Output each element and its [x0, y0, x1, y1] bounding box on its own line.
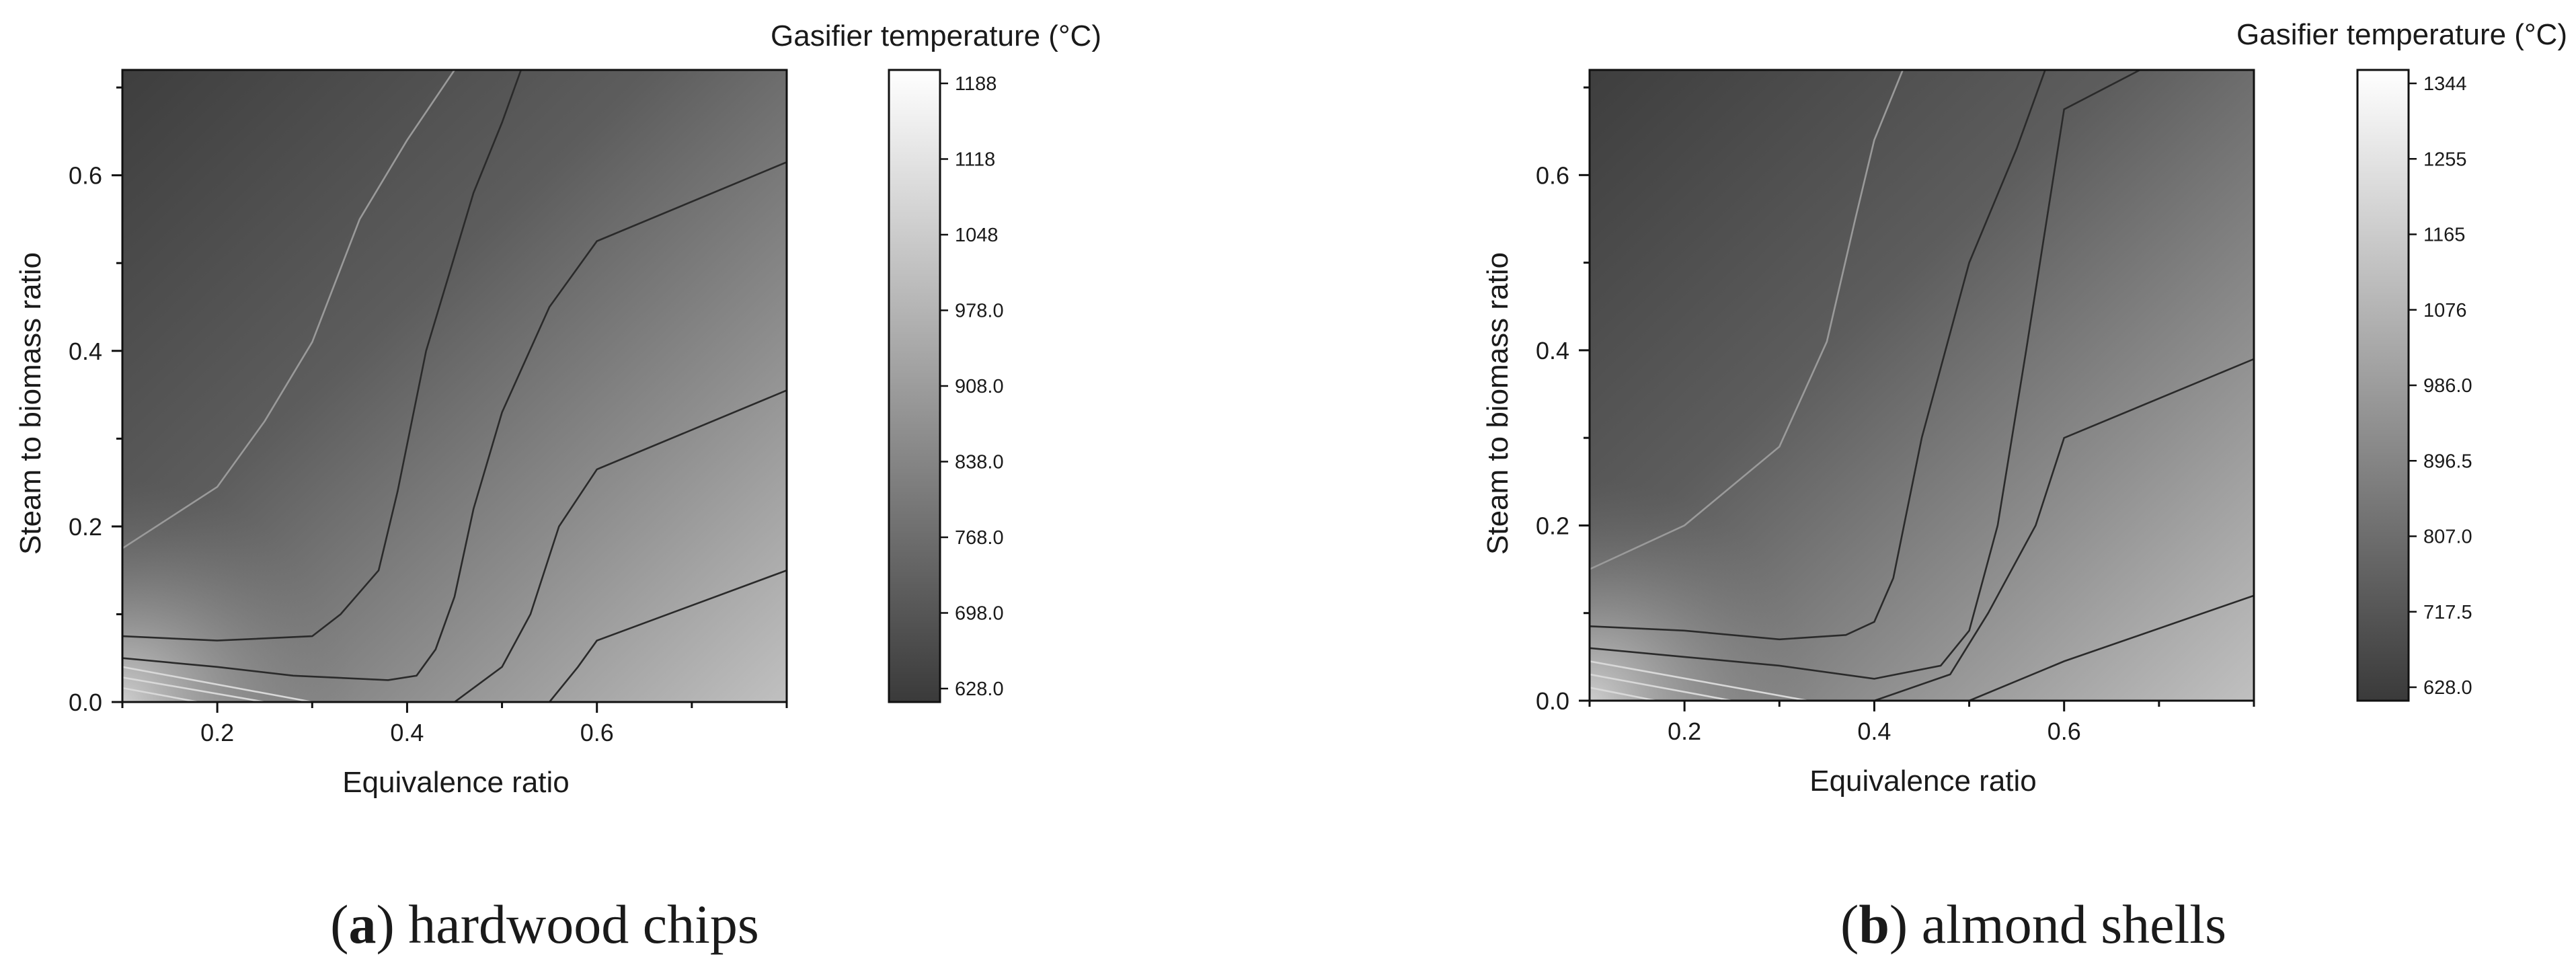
panel-a-colorbar-tick-label: 628.0 — [955, 678, 1004, 700]
panel-a-contour-lines — [122, 70, 787, 702]
panel-a-y-tick-label: 0.2 — [69, 513, 102, 541]
panel-a-colorbar-tick-label: 1118 — [955, 149, 995, 171]
panel-a-contour-line — [122, 666, 313, 702]
panel-a-caption: (a) hardwood chips — [330, 894, 759, 955]
panel-b-colorbar-tick-label: 1344 — [2423, 73, 2467, 95]
panel-b-contour-line — [1969, 594, 2254, 701]
panel-a-plot-area — [122, 70, 787, 702]
panel-b-contour-line — [1590, 687, 1657, 701]
panel-b-x-tick-label: 0.4 — [1857, 717, 1891, 745]
panel-b-y-tick-label: 0.6 — [1536, 161, 1569, 189]
panel-b-plot-frame — [1588, 69, 2255, 702]
panel-b-x-tick-label: 0.2 — [1668, 717, 1701, 745]
panel-b-colorbar-tick-label: 896.5 — [2423, 451, 2472, 472]
panel-b-colorbar-gradient — [2356, 69, 2410, 702]
panel-b-contour-line — [1590, 70, 1904, 570]
panel-b-y-tick-label: 0.4 — [1536, 337, 1569, 364]
panel-b-colorbar: 628.0 717.5 807.0 896.5 986.0 1076 1165 1255 134… — [2356, 69, 2472, 702]
panel-a-x-tick-label: 0.6 — [580, 719, 614, 746]
panel-b-caption: (b) almond shells — [1840, 894, 2226, 955]
panel-b-contour-lines — [1590, 70, 2254, 701]
panel-b-colorbar-tick-label: 1165 — [2423, 225, 2465, 246]
panel-a-colorbar-tick-label: 1048 — [955, 225, 999, 246]
panel-b-plot-area — [1590, 70, 2254, 701]
panel-a-colorbar-tick-label: 908.0 — [955, 376, 1004, 397]
panel-a-axes: 0.2 0.4 0.6 0.0 0.2 0.4 0.6 — [69, 69, 788, 746]
panel-b-field-highlight — [1590, 70, 2254, 701]
panel-a-caption-text: hardwood chips — [408, 894, 759, 955]
panel-b-colorbar-tick-label: 628.0 — [2423, 677, 2472, 699]
panel-b-colorbar-tick-label: 986.0 — [2423, 375, 2472, 397]
panel-b-x-tick-label: 0.6 — [2047, 717, 2081, 745]
panel-b-caption-text: almond shells — [1922, 894, 2226, 955]
panel-a-contour-line — [122, 70, 456, 549]
panel-b-contour-line — [1590, 70, 2046, 641]
panel-a-colorbar-title: Gasifier temperature (°C) — [771, 20, 1101, 52]
panel-a-y-axis-label: Steam to biomass ratio — [14, 252, 47, 555]
panel-a-colorbar: 628.0 698.0 768.0 838.0 908.0 978.0 1048 1118 11… — [888, 69, 1004, 703]
panel-a-contour-line — [122, 676, 265, 702]
panel-b-contour-line — [1590, 70, 2141, 680]
panel-a-colorbar-tick-label: 698.0 — [955, 603, 1004, 625]
panel-a-plot-frame — [121, 69, 788, 703]
panel-b-x-axis-label: Equivalence ratio — [1809, 765, 2037, 798]
panel-b-axes: 0.2 0.4 0.6 0.0 0.2 0.4 0.6 — [1536, 69, 2255, 745]
panel-b-y-axis-label: Steam to biomass ratio — [1481, 252, 1514, 555]
panel-b-y-tick-label: 0.0 — [1536, 687, 1569, 715]
panel-a-contour-line — [122, 687, 199, 702]
panel-a-x-axis-label: Equivalence ratio — [342, 766, 570, 799]
panel-a-colorbar-tick-label: 978.0 — [955, 301, 1004, 322]
panel-a-x-tick-label: 0.2 — [200, 719, 234, 746]
panel-b-colorbar-title: Gasifier temperature (°C) — [2236, 18, 2567, 51]
panel-b-letter: b — [1859, 894, 1889, 955]
panel-b: 0.2 0.4 0.60.00.20.40.6 Equivalence ratio … — [1481, 18, 2567, 955]
panel-b-colorbar-tick-label: 717.5 — [2423, 602, 2472, 623]
panel-a-contour-line — [549, 569, 787, 702]
panel-a-x-tick-label: 0.4 — [390, 719, 424, 746]
panel-a-contour-line — [454, 389, 787, 702]
panel-b-colorbar-tick-label: 807.0 — [2423, 527, 2472, 548]
panel-b-contour-line — [1590, 660, 1808, 701]
panel-a-y-tick-label: 0.4 — [69, 338, 102, 365]
panel-b-y-tick-label: 0.2 — [1536, 512, 1569, 539]
panel-b-colorbar-tick-label: 1255 — [2423, 149, 2467, 170]
panel-b-contour-line — [1873, 358, 2254, 701]
panel-a: 0.2 0.4 0.60.00.20.40.6 Equivalence ratio … — [14, 20, 1101, 955]
panel-a-colorbar-gradient — [888, 69, 941, 703]
panel-a-letter: a — [348, 894, 376, 955]
panel-a-contour-line — [122, 161, 787, 681]
panel-a-colorbar-tick-label: 768.0 — [955, 527, 1004, 549]
panel-a-colorbar-tick-label: 838.0 — [955, 452, 1004, 473]
panel-a-colorbar-tick-label: 1188 — [955, 73, 997, 95]
panel-a-y-tick-label: 0.0 — [69, 689, 102, 716]
panel-b-colorbar-tick-label: 1076 — [2423, 300, 2467, 321]
panel-a-contour-line — [122, 70, 522, 642]
panel-a-y-tick-label: 0.6 — [69, 162, 102, 190]
panel-b-contour-line — [1590, 673, 1732, 701]
